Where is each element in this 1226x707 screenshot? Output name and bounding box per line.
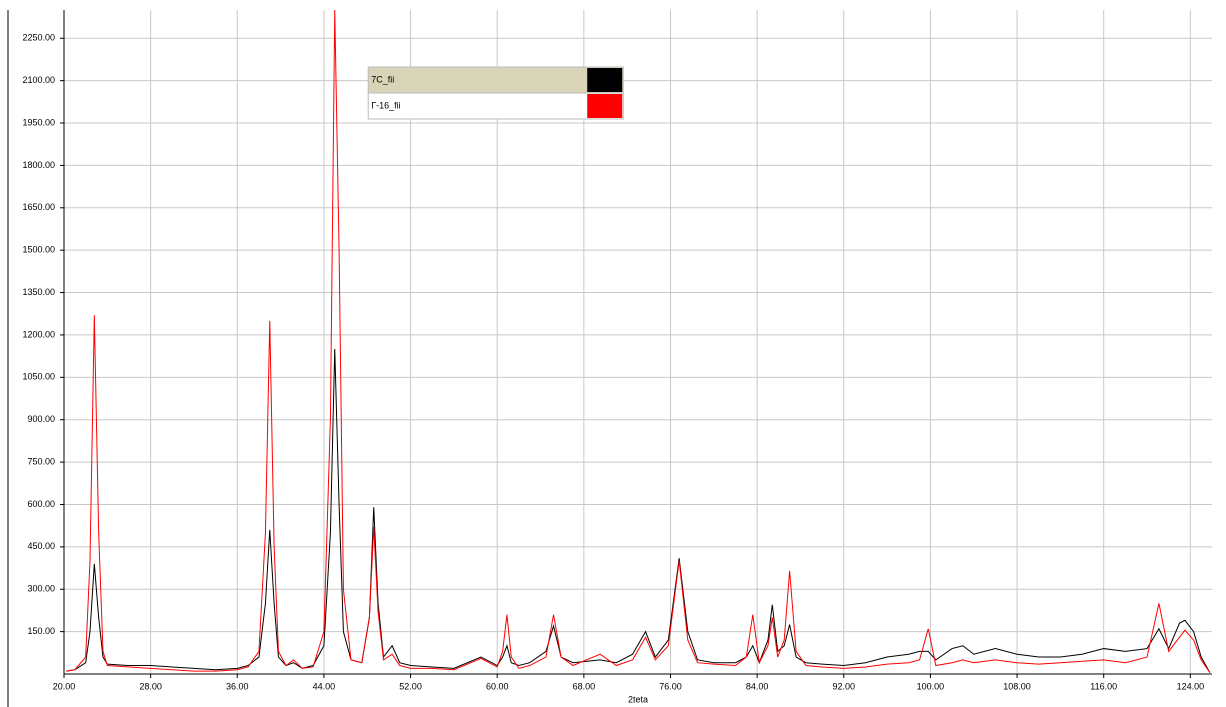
x-tick-label: 20.00 bbox=[53, 681, 76, 691]
x-axis-label: 2teta bbox=[628, 694, 648, 704]
x-tick-label: 116.00 bbox=[1090, 681, 1117, 691]
series-line bbox=[66, 349, 1211, 673]
y-tick-label: 1050.00 bbox=[22, 372, 55, 382]
x-tick-label: 76.00 bbox=[659, 681, 682, 691]
y-tick-label: 1650.00 bbox=[22, 202, 55, 212]
y-tick-label: 2250.00 bbox=[22, 33, 55, 43]
x-tick-label: 60.00 bbox=[486, 681, 509, 691]
series-line bbox=[66, 10, 1211, 673]
x-tick-label: 100.00 bbox=[917, 681, 945, 691]
y-tick-label: 1950.00 bbox=[22, 117, 55, 127]
y-tick-label: 900.00 bbox=[27, 414, 55, 424]
x-tick-label: 36.00 bbox=[226, 681, 249, 691]
y-tick-label: 750.00 bbox=[27, 456, 55, 466]
x-tick-label: 28.00 bbox=[139, 681, 162, 691]
y-tick-label: 450.00 bbox=[27, 541, 55, 551]
y-tick-label: 1200.00 bbox=[22, 329, 55, 339]
legend-swatch bbox=[587, 68, 623, 92]
y-tick-label: 600.00 bbox=[27, 499, 55, 509]
x-tick-label: 84.00 bbox=[746, 681, 769, 691]
x-tick-label: 124.00 bbox=[1177, 681, 1205, 691]
y-tick-label: 1800.00 bbox=[22, 160, 55, 170]
x-tick-label: 108.00 bbox=[1003, 681, 1031, 691]
y-tick-label: 300.00 bbox=[27, 584, 55, 594]
x-tick-label: 52.00 bbox=[399, 681, 422, 691]
legend-label: 7C_fii bbox=[371, 74, 394, 84]
y-tick-label: 2100.00 bbox=[22, 75, 55, 85]
x-tick-label: 68.00 bbox=[573, 681, 596, 691]
y-tick-label: 1350.00 bbox=[22, 287, 55, 297]
plot-area bbox=[66, 10, 1211, 673]
y-tick-label: 150.00 bbox=[27, 626, 55, 636]
x-tick-label: 92.00 bbox=[833, 681, 856, 691]
legend-label: Г-16_fii bbox=[371, 100, 400, 110]
legend-row bbox=[367, 66, 624, 94]
legend-swatch bbox=[587, 94, 623, 118]
x-tick-label: 44.00 bbox=[313, 681, 336, 691]
y-tick-label: 1500.00 bbox=[22, 245, 55, 255]
legend-row bbox=[367, 92, 624, 120]
